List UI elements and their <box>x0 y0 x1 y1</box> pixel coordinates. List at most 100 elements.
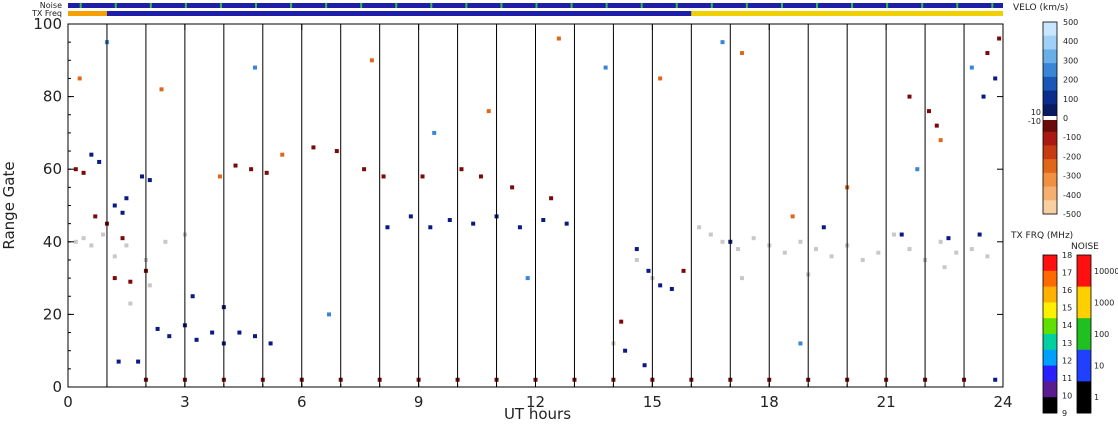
data-point <box>642 363 647 368</box>
data-point <box>381 174 386 179</box>
data-point <box>969 65 974 70</box>
data-point <box>821 225 826 230</box>
noise-color-swatch <box>1077 318 1091 351</box>
x-tick-label: 6 <box>297 393 307 411</box>
data-point <box>120 236 125 241</box>
y-tick-label: 0 <box>52 378 62 396</box>
freq-strip-label: TX Freq <box>31 9 62 18</box>
data-point <box>899 232 904 237</box>
data-point <box>408 214 413 219</box>
y-tick-label: 60 <box>43 160 62 178</box>
data-point <box>981 94 986 99</box>
velocity-colorbar-frame <box>1042 21 1058 215</box>
data-point <box>194 337 199 342</box>
data-point <box>720 239 725 244</box>
noise-strip-mark <box>255 3 257 8</box>
noise-color-swatch <box>1077 255 1091 288</box>
x-tick-label: 24 <box>993 393 1012 411</box>
noise-strip-mark <box>886 3 889 8</box>
velocity-zero-band <box>1043 116 1057 120</box>
noise-strip-label: Noise <box>40 1 62 10</box>
data-point <box>993 76 998 81</box>
velocity-tick-label: -300 <box>1063 172 1081 181</box>
noise-strip-mark <box>921 3 924 8</box>
data-point <box>97 159 102 164</box>
noise-strip-mark <box>570 3 573 8</box>
plot-area: 0 3 6 9 12 15 18 21 24 0 20 40 60 80 100 UT hours Range … <box>0 15 1013 423</box>
velocity-color-swatch <box>1043 104 1057 119</box>
noise-strip-mark <box>114 3 117 8</box>
data-point <box>120 210 125 215</box>
noise-tick-label: 1 <box>1094 393 1099 402</box>
x-tick-label: 3 <box>180 393 190 411</box>
noise-colorbar-title: NOISE <box>1071 242 1099 252</box>
data-point <box>938 138 943 143</box>
freq-tick-label: 9 <box>1062 409 1067 418</box>
data-point <box>541 218 546 223</box>
data-point <box>124 243 129 248</box>
noise-strip-mark <box>605 3 608 8</box>
x-tick-label: 0 <box>63 393 73 411</box>
freq-color-swatch <box>1043 397 1057 414</box>
data-point <box>159 87 164 92</box>
freq-tick-label: 12 <box>1062 356 1072 365</box>
noise-strip-mark <box>991 3 994 8</box>
data-point <box>634 257 639 262</box>
noise-strip-mark <box>816 3 818 8</box>
colorbars: VELO (km/s)5004003002001000-100-200-300-… <box>1010 3 1118 418</box>
data-point <box>471 221 476 226</box>
velocity-color-swatch <box>1043 145 1057 160</box>
noise-strip-mark <box>79 3 82 8</box>
freq-colorbar-title: TX FRQ (MHz) <box>1010 231 1073 241</box>
data-point <box>517 225 522 230</box>
data-point <box>942 265 947 270</box>
data-point <box>385 225 390 230</box>
data-point <box>124 196 129 201</box>
data-point <box>669 286 674 291</box>
data-point <box>782 250 787 255</box>
noise-strip-mark <box>956 3 959 8</box>
y-tick-label: 100 <box>33 15 62 33</box>
data-point <box>997 36 1002 41</box>
freq-color-swatch <box>1043 286 1057 303</box>
data-point <box>327 312 332 317</box>
data-point <box>249 167 254 172</box>
velocity-color-swatch <box>1043 49 1057 64</box>
data-point <box>101 232 106 237</box>
freq-strip-segment <box>691 11 1003 16</box>
velocity-color-swatch <box>1043 200 1057 215</box>
data-point <box>510 185 515 190</box>
data-point <box>907 247 912 252</box>
velocity-tick-label: 0 <box>1063 114 1068 123</box>
data-point <box>634 247 639 252</box>
y-tick-label: 20 <box>43 305 62 323</box>
data-point <box>77 76 82 81</box>
data-point <box>736 247 741 252</box>
data-point <box>829 254 834 259</box>
noise-tick-label: 10000 <box>1094 267 1118 276</box>
noise-tick-label: 10 <box>1094 362 1104 371</box>
data-point <box>938 239 943 244</box>
data-point <box>334 149 339 154</box>
data-point <box>790 214 795 219</box>
data-point <box>697 225 702 230</box>
velocity-tick-label: 500 <box>1063 18 1078 27</box>
y-axis-title: Range Gate <box>0 161 18 249</box>
data-point <box>163 239 168 244</box>
data-point <box>93 214 98 219</box>
data-point <box>876 250 881 255</box>
velocity-colorbar-title: VELO (km/s) <box>1013 3 1068 13</box>
velocity-small-tick-label: -10 <box>1028 117 1041 126</box>
data-point <box>264 170 269 175</box>
freq-tick-label: 11 <box>1062 374 1072 383</box>
data-point <box>147 178 152 183</box>
y-tick-label: 40 <box>43 233 62 251</box>
data-point <box>369 58 374 63</box>
data-point <box>112 203 117 208</box>
x-tick-label: 18 <box>760 393 779 411</box>
velocity-color-swatch <box>1043 172 1057 188</box>
velocity-color-swatch <box>1043 186 1057 201</box>
data-point <box>708 232 713 237</box>
noise-strip-mark <box>149 3 152 8</box>
noise-strip-mark <box>430 3 433 8</box>
